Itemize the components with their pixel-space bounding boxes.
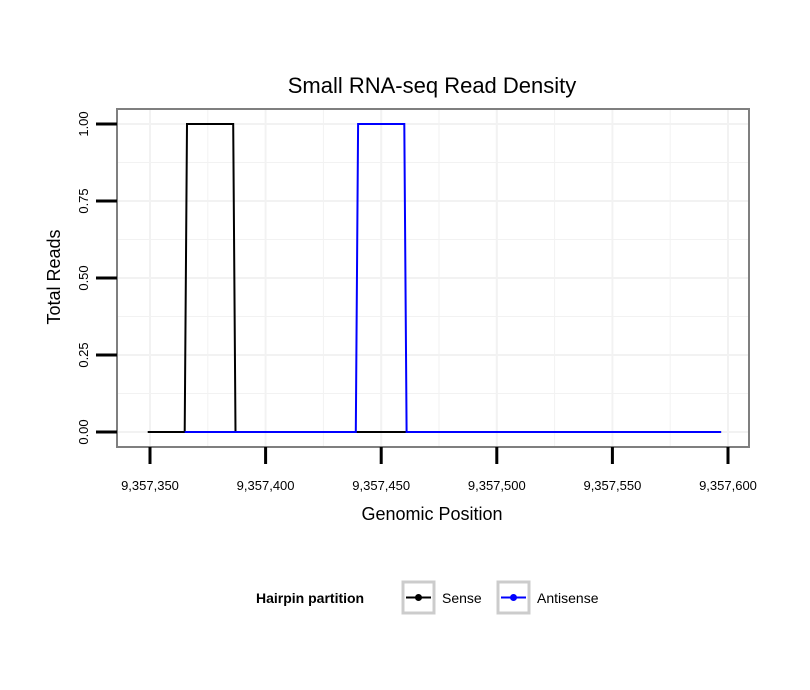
y-tick-label: 0.50 — [76, 265, 91, 290]
x-tick-label: 9,357,550 — [583, 478, 641, 493]
x-tick-label: 9,357,600 — [699, 478, 757, 493]
grid-lines — [117, 109, 749, 447]
x-tick-label: 9,357,350 — [121, 478, 179, 493]
legend-item-sense: Sense — [401, 580, 482, 615]
x-axis: 9,357,350 9,357,400 9,357,450 9,357,500 9,35… — [121, 447, 757, 493]
legend-key-point — [510, 594, 517, 601]
x-axis-title: Genomic Position — [361, 504, 502, 524]
y-tick-label: 0.00 — [76, 419, 91, 444]
legend-title: Hairpin partition — [256, 590, 364, 606]
series-layer — [147, 123, 722, 433]
x-tick-label: 9,357,500 — [468, 478, 526, 493]
y-axis-title: Total Reads — [44, 229, 64, 324]
legend-label: Antisense — [537, 590, 599, 606]
y-tick-label: 0.25 — [76, 342, 91, 367]
y-tick-label: 0.75 — [76, 188, 91, 213]
legend: Hairpin partition Sense Antisense — [256, 580, 599, 615]
y-axis: 0.00 0.25 0.50 0.75 1.00 — [76, 111, 117, 445]
legend-item-antisense: Antisense — [496, 580, 599, 615]
y-tick-label: 1.00 — [76, 111, 91, 136]
x-tick-label: 9,357,400 — [237, 478, 295, 493]
x-tick-label: 9,357,450 — [352, 478, 410, 493]
chart-title: Small RNA-seq Read Density — [288, 73, 577, 98]
series-line-antisense — [184, 123, 722, 433]
legend-key-point — [415, 594, 422, 601]
legend-label: Sense — [442, 590, 482, 606]
